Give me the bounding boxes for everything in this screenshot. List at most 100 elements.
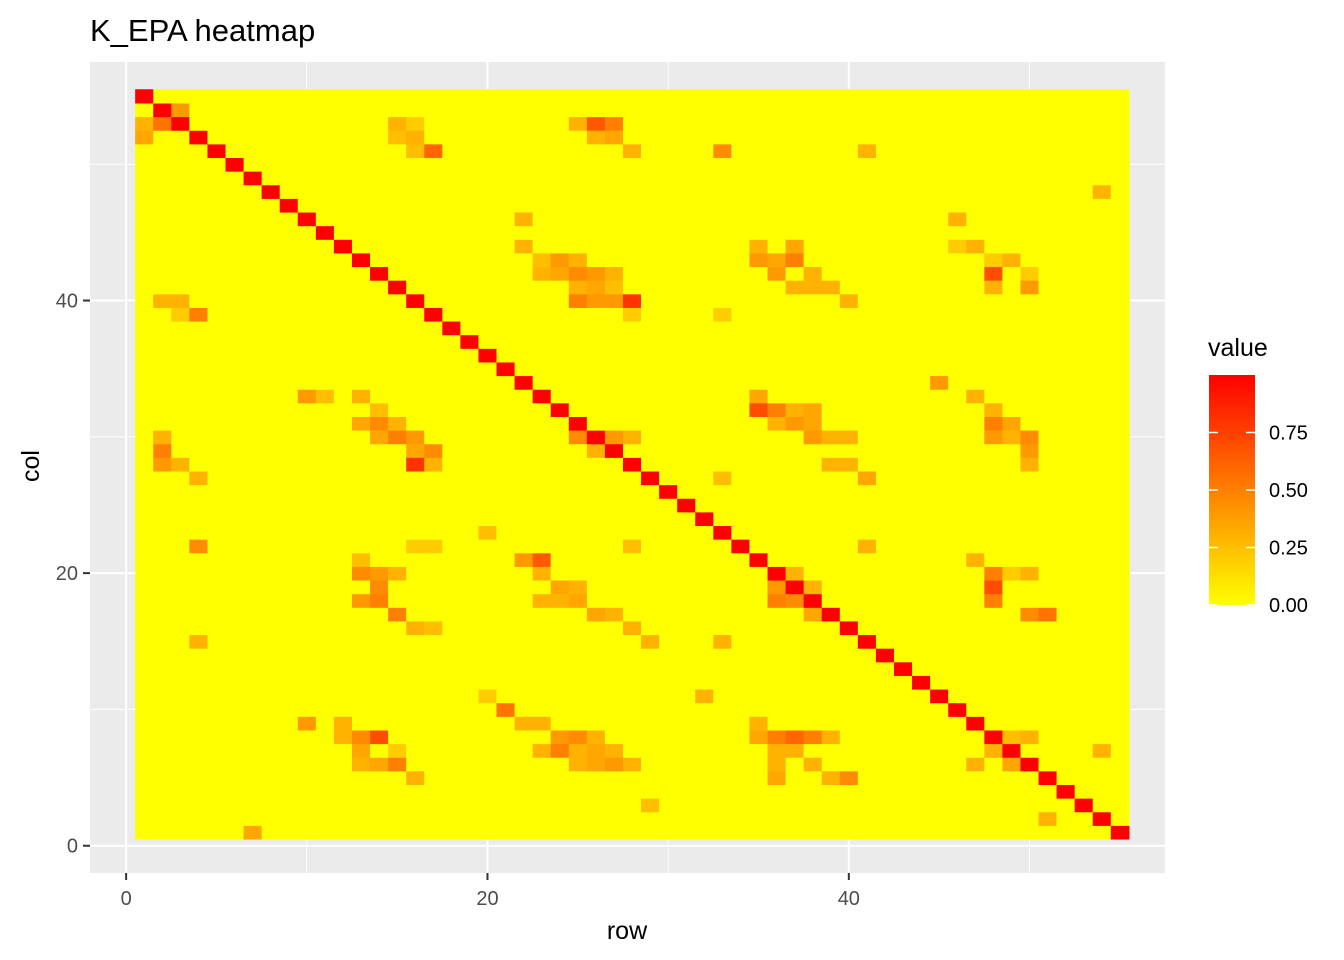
- heatmap-cell: [912, 402, 931, 417]
- heatmap-cell: [767, 688, 787, 704]
- heatmap-cell: [695, 470, 714, 486]
- heatmap-cell: [984, 716, 1003, 731]
- heatmap-cell: [586, 116, 606, 131]
- heatmap-cell: [731, 348, 751, 363]
- heatmap-cell: [1056, 130, 1076, 145]
- heatmap-cell: [514, 525, 534, 540]
- heatmap-cell: [622, 130, 642, 145]
- heatmap-cell: [135, 280, 154, 295]
- heatmap-cell: [821, 607, 841, 622]
- heatmap-cell: [1020, 498, 1040, 513]
- heatmap-cell: [496, 825, 516, 840]
- heatmap-cell: [225, 661, 245, 676]
- heatmap-cell: [351, 702, 371, 717]
- heatmap-cell: [749, 716, 769, 731]
- heatmap-cell: [532, 579, 552, 595]
- heatmap-cell: [677, 239, 696, 254]
- heatmap-cell: [912, 211, 931, 227]
- heatmap-cell: [207, 688, 227, 704]
- heatmap-cell: [767, 484, 787, 499]
- heatmap-cell: [713, 211, 732, 227]
- heatmap-cell: [713, 716, 732, 731]
- heatmap-cell: [731, 593, 751, 608]
- heatmap-cell: [1002, 102, 1022, 118]
- heatmap-cell: [785, 757, 805, 772]
- heatmap-cell: [279, 566, 299, 581]
- heatmap-cell: [568, 457, 588, 472]
- heatmap-cell: [388, 743, 407, 758]
- heatmap-cell: [695, 320, 714, 336]
- heatmap-cell: [460, 402, 480, 417]
- heatmap-cell: [893, 430, 913, 445]
- heatmap-cell: [279, 198, 299, 213]
- heatmap-cell: [1002, 648, 1022, 663]
- heatmap-cell: [893, 130, 913, 145]
- heatmap-cell: [1002, 239, 1022, 254]
- heatmap-cell: [225, 143, 245, 159]
- heatmap-cell: [930, 798, 949, 813]
- heatmap-cell: [1110, 525, 1130, 540]
- heatmap-cell: [713, 361, 732, 377]
- heatmap-cell: [966, 102, 985, 118]
- heatmap-cell: [568, 89, 588, 104]
- heatmap-cell: [731, 375, 751, 390]
- heatmap-cell: [550, 729, 570, 745]
- heatmap-cell: [442, 798, 461, 813]
- heatmap-cell: [930, 252, 949, 268]
- heatmap-cell: [1020, 361, 1040, 377]
- heatmap-cell: [442, 566, 461, 581]
- heatmap-cell: [1092, 389, 1112, 404]
- heatmap-cell: [1002, 511, 1022, 527]
- heatmap-cell: [333, 539, 353, 554]
- heatmap-cell: [1002, 798, 1022, 813]
- heatmap-cell: [171, 334, 190, 349]
- heatmap-cell: [333, 579, 353, 595]
- heatmap-cell: [225, 702, 245, 717]
- heatmap-cell: [984, 171, 1003, 186]
- heatmap-cell: [351, 648, 371, 663]
- heatmap-cell: [153, 430, 172, 445]
- heatmap-cell: [171, 225, 190, 240]
- heatmap-cell: [604, 184, 624, 199]
- heatmap-cell: [351, 171, 371, 186]
- heatmap-cell: [984, 688, 1003, 704]
- heatmap-cell: [641, 648, 660, 663]
- heatmap-cell: [641, 716, 660, 731]
- heatmap-cell: [568, 593, 588, 608]
- heatmap-cell: [261, 798, 281, 813]
- heatmap-cell: [948, 280, 967, 295]
- heatmap-cell: [1110, 798, 1130, 813]
- heatmap-cell: [586, 89, 606, 104]
- heatmap-cell: [514, 702, 534, 717]
- heatmap-cell: [1074, 198, 1094, 213]
- heatmap-cell: [803, 320, 823, 336]
- heatmap-cell: [568, 539, 588, 554]
- heatmap-cell: [1038, 334, 1058, 349]
- heatmap-cell: [659, 430, 678, 445]
- heatmap-cell: [207, 211, 227, 227]
- heatmap-cell: [1110, 361, 1130, 377]
- heatmap-cell: [984, 579, 1003, 595]
- heatmap-cell: [785, 348, 805, 363]
- heatmap-cell: [930, 266, 949, 281]
- heatmap-cell: [279, 184, 299, 199]
- heatmap-cell: [659, 688, 678, 704]
- heatmap-cell: [442, 634, 461, 649]
- heatmap-cell: [568, 416, 588, 431]
- heatmap-cell: [279, 211, 299, 227]
- heatmap-cell: [930, 607, 949, 622]
- heatmap-cell: [1110, 470, 1130, 486]
- heatmap-cell: [297, 743, 317, 758]
- heatmap-cell: [1002, 184, 1022, 199]
- heatmap-cell: [442, 307, 461, 322]
- heatmap-cell: [749, 157, 769, 172]
- heatmap-cell: [930, 743, 949, 758]
- heatmap-cell: [279, 688, 299, 704]
- heatmap-cell: [677, 620, 696, 636]
- heatmap-cell: [677, 171, 696, 186]
- heatmap-cell: [351, 770, 371, 786]
- heatmap-cell: [1038, 498, 1058, 513]
- heatmap-cell: [442, 184, 461, 199]
- heatmap-cell: [749, 702, 769, 717]
- heatmap-cell: [333, 770, 353, 786]
